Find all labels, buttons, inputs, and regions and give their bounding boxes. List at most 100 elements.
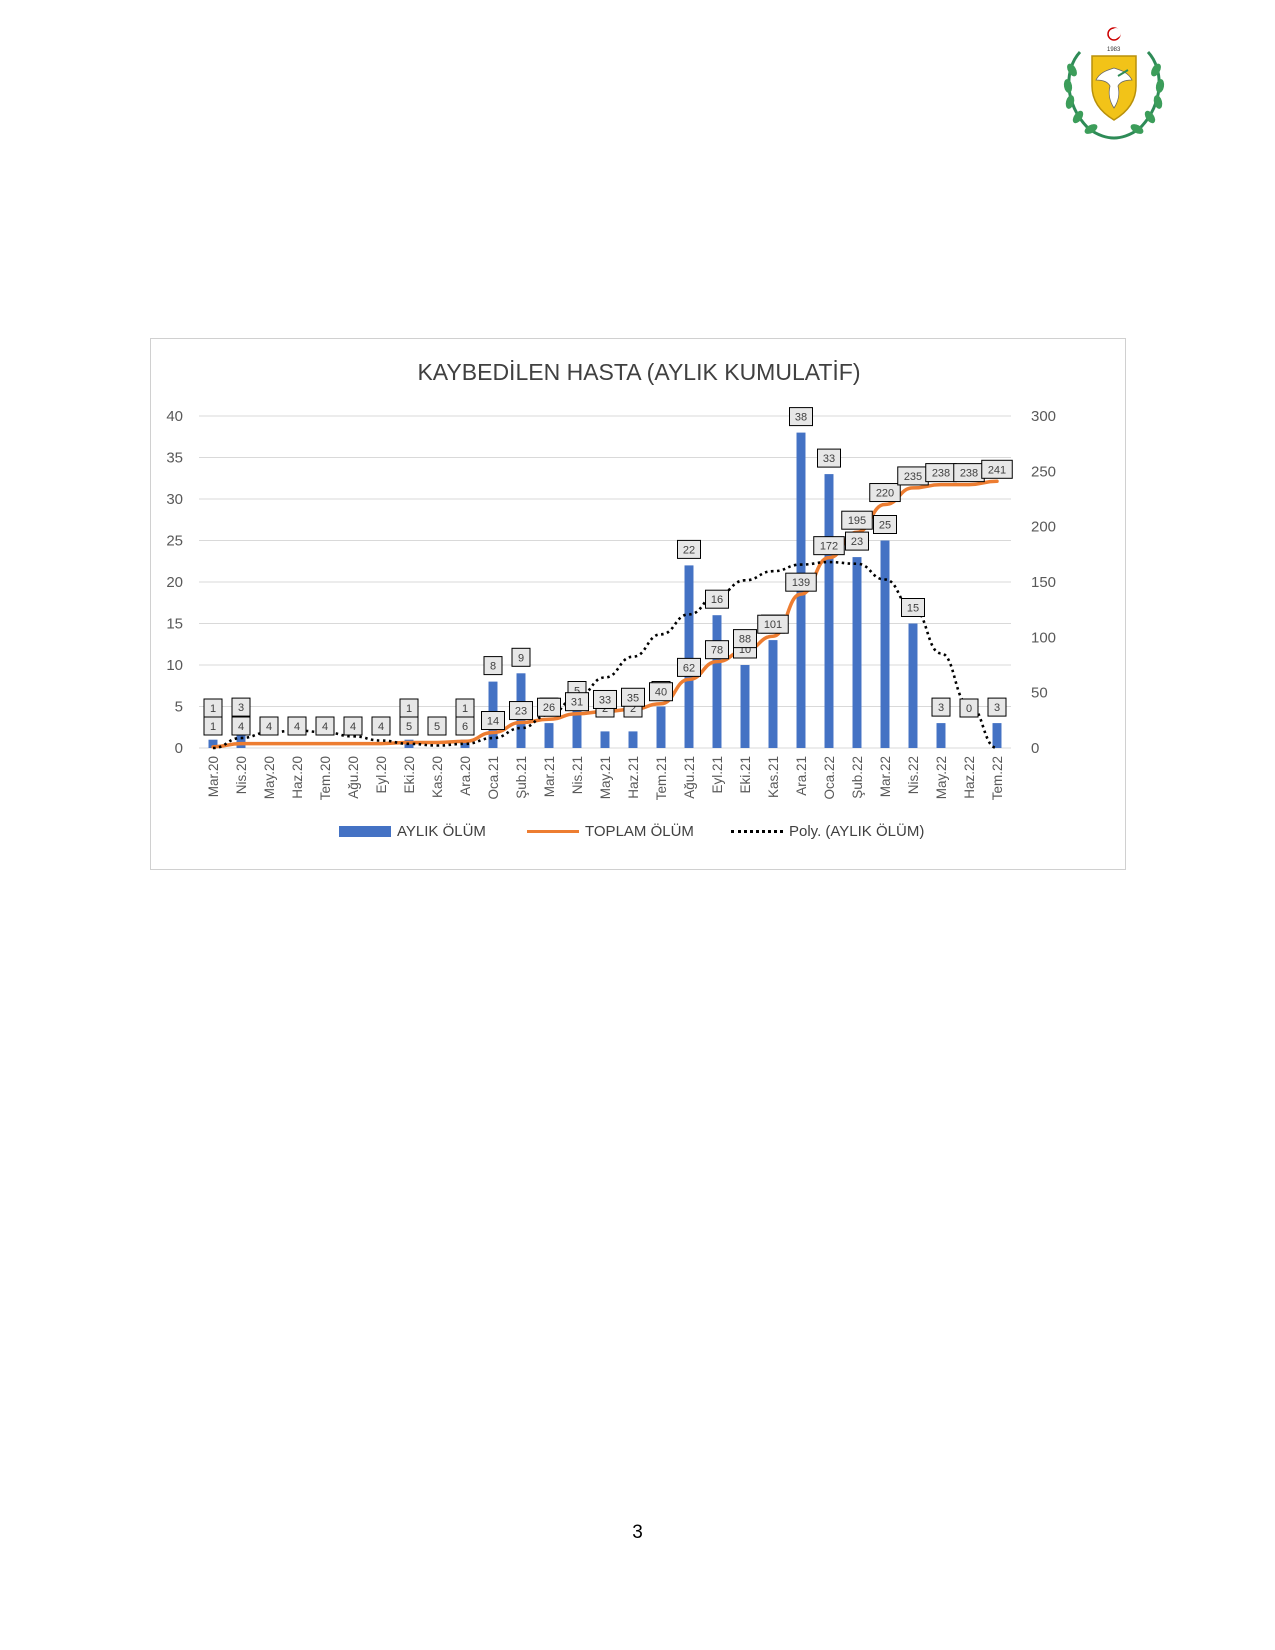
- x-tick-label: Eyl.21: [710, 756, 725, 794]
- chart-svg: KAYBEDİLEN HASTA (AYLIK KUMULATİF) 1 3 1 18…: [166, 359, 1056, 800]
- legend-swatch-trend: [731, 830, 783, 833]
- data-label-toplam-olum-box: [231, 716, 251, 736]
- y-left-tick-label: 15: [166, 616, 183, 633]
- data-label-aylik-olum-text: 23: [851, 536, 863, 548]
- svg-text:1983: 1983: [1107, 47, 1121, 53]
- data-label-aylik-olum-text: 9: [518, 652, 524, 664]
- data-label-aylik-olum-box: [817, 448, 841, 468]
- data-label-toplam-olum: 4: [259, 716, 279, 736]
- x-tick-label: Tem.22: [990, 756, 1005, 800]
- legend-label-aylik-olum: AYLIK ÖLÜM: [397, 823, 486, 840]
- x-tick-label: Tem.21: [654, 756, 669, 800]
- data-label-toplam-olum: 23: [509, 701, 533, 721]
- data-label-aylik-olum-box: [901, 598, 925, 617]
- data-label-aylik-olum-text: 38: [795, 412, 807, 424]
- data-label-aylik-olum-box: [959, 698, 979, 718]
- data-label-toplam-olum-box: [649, 682, 673, 702]
- data-label-aylik-olum-box: [705, 589, 729, 609]
- data-label-aylik-olum-text: 25: [879, 520, 891, 532]
- bar-aylik-olum: [824, 474, 834, 748]
- bar-aylik-olum: [656, 706, 666, 748]
- coat-of-arms-emblem: 1983: [1058, 24, 1170, 142]
- y-left-tick-label: 25: [166, 533, 183, 550]
- data-label-toplam-olum: 238: [953, 463, 985, 483]
- data-label-toplam-olum-box: [537, 697, 561, 717]
- data-label-toplam-olum-text: 238: [932, 468, 950, 480]
- data-label-toplam-olum-text: 40: [655, 687, 667, 699]
- x-tick-label: Ara.21: [794, 756, 809, 796]
- x-tick-label: Nis.21: [570, 756, 585, 794]
- data-label-toplam-olum: 5: [399, 716, 419, 736]
- data-label-toplam-olum-text: 1: [210, 721, 216, 733]
- data-label-toplam-olum-box: [785, 572, 817, 592]
- x-tick-label: Mar.20: [206, 756, 221, 797]
- data-label-toplam-olum-box: [565, 692, 589, 712]
- bar-aylik-olum: [880, 540, 890, 748]
- data-label-toplam-olum-text: 31: [571, 697, 583, 709]
- x-tick-label: Oca.22: [822, 756, 837, 800]
- data-label-toplam-olum: 172: [813, 536, 845, 556]
- data-label-toplam-olum-text: 62: [683, 662, 695, 674]
- data-label-toplam-olum: 241: [981, 459, 1013, 479]
- data-label-aylik-olum-text: 1: [406, 703, 412, 715]
- data-label-aylik-olum: 1: [455, 698, 475, 718]
- y-left-tick-label: 40: [166, 408, 183, 425]
- data-label-aylik-olum-text: 8: [490, 661, 496, 673]
- data-label-aylik-olum: 3: [987, 697, 1007, 717]
- bar-aylik-olum: [600, 731, 610, 748]
- bar-aylik-olum: [544, 723, 554, 748]
- x-tick-label: Eyl.20: [374, 756, 389, 794]
- data-label-toplam-olum: 78: [705, 640, 729, 660]
- data-label-toplam-olum-box: [481, 711, 505, 731]
- data-label-toplam-olum-text: 4: [294, 721, 300, 733]
- x-tick-label: Oca.21: [486, 756, 501, 800]
- legend-item-toplam-olum: TOPLAM ÖLÜM: [527, 823, 694, 840]
- bar-aylik-olum: [628, 731, 638, 748]
- data-label-aylik-olum: 22: [677, 539, 701, 559]
- y-right-tick-label: 0: [1031, 740, 1039, 757]
- x-tick-label: Şub.21: [514, 756, 529, 799]
- y-right-tick-label: 300: [1031, 408, 1056, 425]
- data-label-toplam-olum: 195: [841, 510, 873, 530]
- data-label-toplam-olum-text: 35: [627, 692, 639, 704]
- x-tick-label: Haz.21: [626, 756, 641, 799]
- bar-aylik-olum: [852, 557, 862, 748]
- data-label-toplam-olum-box: [593, 689, 617, 709]
- data-label-aylik-olum-text: 5: [574, 686, 580, 698]
- x-tick-label: Ara.20: [458, 756, 473, 796]
- data-label-toplam-olum-box: [757, 614, 789, 634]
- data-label-toplam-olum-box: [203, 716, 223, 736]
- data-label-toplam-olum-text: 5: [434, 721, 440, 733]
- data-label-toplam-olum: 238: [925, 463, 957, 483]
- data-label-aylik-olum-box: [483, 656, 503, 676]
- bar-aylik-olum: [236, 723, 246, 748]
- data-label-toplam-olum: 6: [455, 716, 475, 736]
- data-label-toplam-olum-text: 172: [820, 541, 838, 553]
- data-label-toplam-olum: 5: [427, 716, 447, 736]
- data-label-toplam-olum: 4: [287, 716, 307, 736]
- data-label-toplam-olum: 33: [593, 689, 617, 709]
- data-label-aylik-olum-text: 0: [966, 703, 972, 715]
- data-label-toplam-olum: 101: [757, 614, 789, 634]
- data-label-toplam-olum-text: 101: [764, 619, 782, 631]
- data-label-aylik-olum-text: 16: [711, 594, 723, 606]
- x-tick-label: Mar.22: [878, 756, 893, 797]
- data-label-toplam-olum: 40: [649, 682, 673, 702]
- data-label-toplam-olum-box: [981, 459, 1013, 479]
- x-tick-label: Tem.20: [318, 756, 333, 800]
- data-label-toplam-olum-text: 220: [876, 488, 894, 500]
- data-label-aylik-olum-box: [987, 697, 1007, 717]
- data-label-toplam-olum-text: 4: [350, 721, 356, 733]
- data-label-toplam-olum-box: [399, 716, 419, 736]
- y-left-tick-label: 35: [166, 450, 183, 467]
- legend-item-poly: Poly. (AYLIK ÖLÜM): [731, 823, 924, 840]
- data-label-toplam-olum-box: [677, 657, 701, 677]
- x-tick-label: Şub.22: [850, 756, 865, 799]
- data-label-aylik-olum-box: [845, 531, 869, 551]
- data-label-aylik-olum-box: [231, 697, 251, 717]
- bar-aylik-olum: [740, 665, 750, 748]
- data-label-aylik-olum-text: 3: [238, 702, 244, 714]
- data-label-aylik-olum-text: 3: [994, 702, 1000, 714]
- y-left-tick-label: 20: [166, 574, 183, 591]
- data-label-toplam-olum: 35: [621, 687, 645, 707]
